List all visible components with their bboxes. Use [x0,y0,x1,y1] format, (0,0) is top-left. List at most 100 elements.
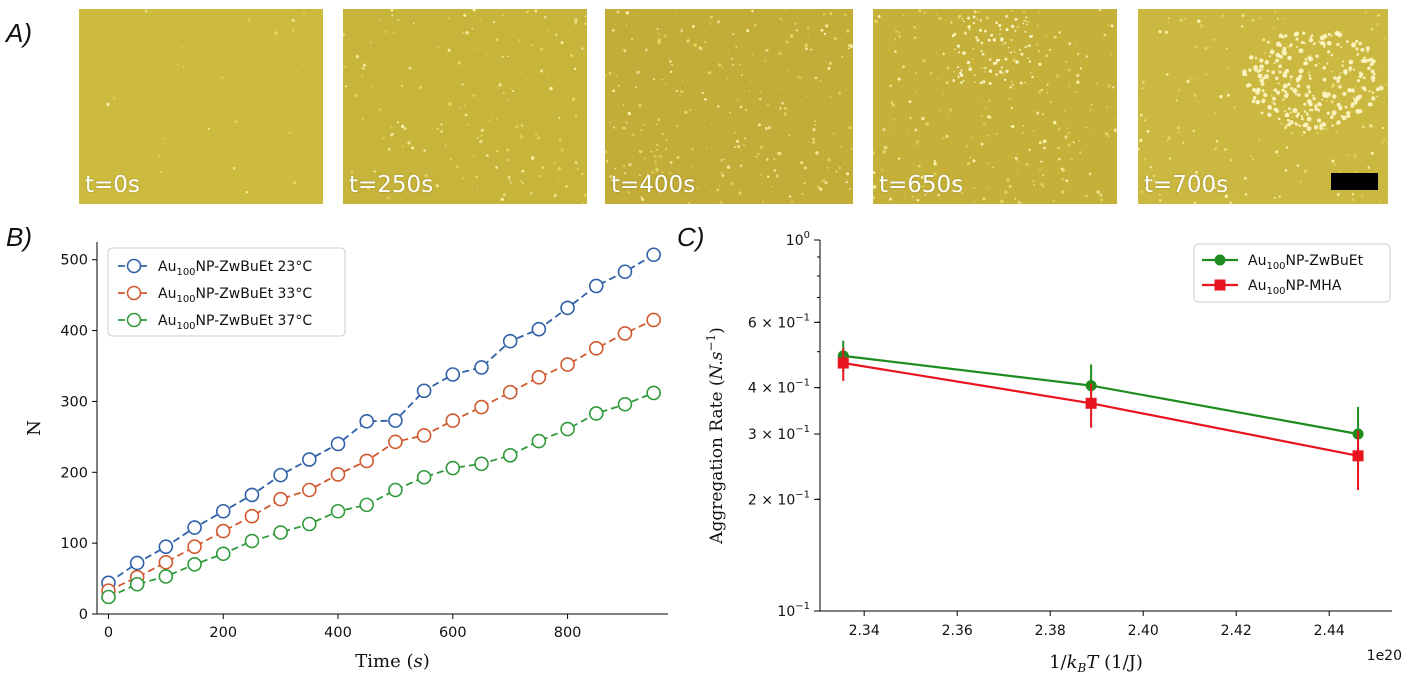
aggregate-speck [1261,68,1264,71]
particle-speck [1215,139,1219,143]
particle-speck [1032,109,1035,112]
particle-speck [946,66,950,70]
particle-speck [558,138,562,141]
aggregate-speck [1245,83,1250,88]
particle-speck [1079,151,1082,154]
particle-speck [1032,129,1035,132]
particle-speck [1383,101,1385,103]
particle-speck [553,193,557,198]
particle-speck [911,196,914,198]
particle-speck [1084,194,1088,198]
particle-speck [1149,55,1152,58]
particle-speck [882,183,884,186]
aggregate-speck [1332,83,1335,86]
particle-speck [455,165,459,168]
particle-speck [547,30,549,32]
particle-speck [1289,78,1292,81]
particle-speck [654,163,657,167]
aggregate-speck [1295,46,1298,48]
particle-speck [727,77,729,79]
particle-speck [936,14,938,16]
particle-speck [882,150,887,154]
aggregate-speck [1304,61,1309,66]
aggregate-speck [992,38,997,42]
aggregate-speck [963,20,965,23]
particle-speck [945,81,949,85]
particle-speck [291,18,295,22]
aggregate-speck [1336,120,1341,125]
micrograph-t250: t=250s [343,9,587,204]
particle-speck [759,97,762,101]
particle-speck [1014,156,1018,160]
particle-speck [1229,201,1232,204]
aggregate-speck [1298,77,1302,81]
aggregate-speck [984,29,987,33]
particle-speck [293,181,297,185]
aggregate-speck [1358,74,1363,79]
data-point [837,357,849,369]
aggregate-speck [1356,53,1359,56]
particle-speck [1382,126,1385,130]
particle-speck [947,117,949,119]
data-point [273,467,288,483]
particle-speck [1028,148,1031,152]
data-point [617,264,633,280]
aggregate-speck [1355,47,1359,51]
particle-speck [1066,127,1068,129]
panel-label-b: B) [6,222,32,252]
particle-speck [630,38,634,41]
particle-speck [557,177,559,180]
data-point [302,516,317,532]
data-point [560,357,575,372]
particle-speck [958,14,962,18]
data-point [330,436,346,452]
particle-speck [1243,176,1247,180]
particle-speck [689,109,692,111]
particle-speck [950,21,953,24]
particle-speck [738,191,742,195]
particle-speck [756,59,758,61]
particle-speck [987,98,992,103]
particle-speck [1064,135,1068,139]
particle-speck [1070,157,1073,161]
particle-speck [584,48,586,50]
particle-speck [771,186,773,188]
aggregate-speck [1346,111,1351,116]
particle-speck [1049,101,1052,103]
aggregate-speck [1249,83,1252,87]
aggregate-speck [1336,80,1340,84]
particle-speck [913,143,916,146]
particle-speck [693,43,697,47]
aggregate-speck [956,44,961,48]
particle-speck [789,34,794,38]
particle-speck [727,49,730,52]
data-point [474,399,489,415]
particle-speck [734,132,736,134]
particle-speck [274,31,278,35]
data-point [531,433,547,449]
particle-speck [398,165,400,168]
particle-speck [1315,131,1319,134]
aggregate-speck [1256,70,1260,74]
particle-speck [1341,64,1344,67]
data-point [187,557,202,572]
particle-speck [661,79,663,81]
particle-speck [799,119,802,121]
particle-speck [1283,68,1285,70]
particle-speck [1361,194,1364,197]
particle-speck [1277,154,1280,158]
particle-speck [847,47,850,50]
data-point [359,497,375,513]
aggregate-speck [1304,93,1309,98]
particle-speck [973,10,977,14]
particle-speck [758,123,760,125]
particle-speck [514,124,519,129]
particle-speck [1334,130,1339,134]
particle-speck [1351,198,1355,202]
particle-speck [825,24,829,28]
aggregate-speck [999,70,1003,74]
particle-speck [917,164,921,168]
particle-speck [743,144,746,147]
aggregate-speck [957,75,960,77]
aggregate-speck [1028,60,1032,63]
